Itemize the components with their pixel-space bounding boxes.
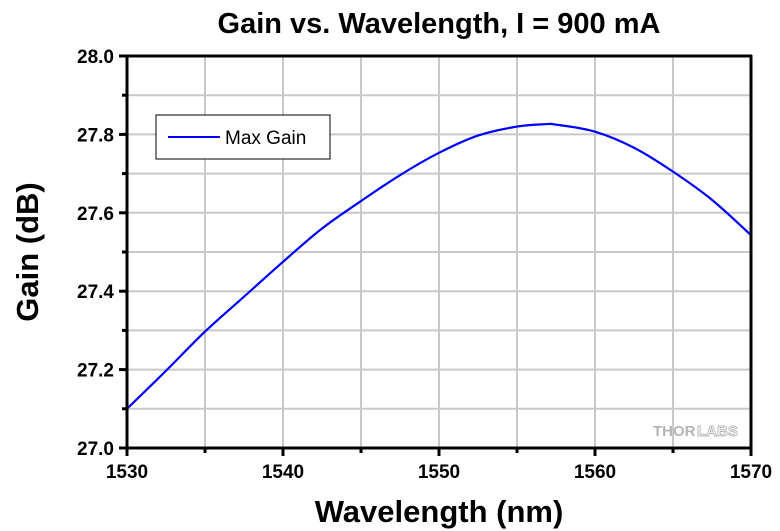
logo-labs: LABS	[697, 423, 738, 440]
x-tick-label: 1560	[574, 462, 616, 483]
logo-thor: THOR	[653, 423, 696, 440]
y-tick-label: 27.6	[77, 204, 114, 225]
y-tick-label: 27.4	[77, 282, 114, 303]
x-tick-label: 1540	[262, 462, 304, 483]
series-group	[126, 122, 752, 410]
y-tick-label: 27.2	[77, 361, 114, 382]
y-tick-label: 28.0	[77, 47, 114, 68]
grid	[127, 56, 751, 448]
ticks: 1530 1540 1550 1560 1570 27.0 27.2 27.4 27.6 27.8…	[77, 47, 772, 483]
series-line-max-gain	[126, 122, 752, 410]
legend: Max Gain	[155, 114, 331, 160]
chart-title: Gain vs. Wavelength, I = 900 mA	[218, 8, 661, 40]
x-tick-label: 1550	[418, 462, 460, 483]
y-axis-title: Gain (dB)	[10, 182, 45, 322]
thorlabs-logo: THOR LABS	[653, 423, 738, 441]
y-tick-label: 27.8	[77, 125, 114, 146]
x-axis-title: Wavelength (nm)	[315, 494, 564, 529]
x-tick-label: 1530	[106, 462, 148, 483]
legend-label-max-gain: Max Gain	[225, 128, 306, 149]
y-tick-label: 27.0	[77, 439, 114, 460]
x-tick-label: 1570	[730, 462, 772, 483]
legend-box	[155, 114, 331, 160]
